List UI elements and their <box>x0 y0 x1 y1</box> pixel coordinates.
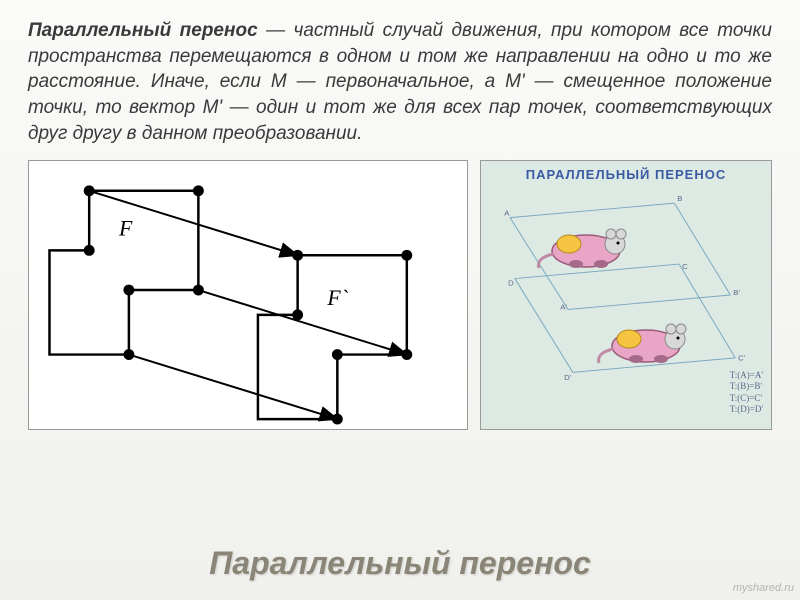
images-row: F F` ПАРАЛЛЕЛЬНЫЙ ПЕРЕНОС A B D C A' B' <box>28 160 772 533</box>
illustration-right: ПАРАЛЛЕЛЬНЫЙ ПЕРЕНОС A B D C A' B' D' C' <box>480 160 772 430</box>
svg-text:B': B' <box>733 288 740 297</box>
slide-title: Параллельный перенос <box>28 533 772 582</box>
formula-a: T:(A)=A' <box>730 370 763 381</box>
mouse-figure-original <box>531 216 641 276</box>
svg-text:F: F <box>118 217 133 241</box>
translation-formulas: T:(A)=A' T:(B)=B' T:(C)=C' T:(D)=D' <box>730 370 763 415</box>
parallel-lines: A B D C A' B' D' C' <box>481 161 771 429</box>
svg-text:A': A' <box>560 303 567 312</box>
slide-container: Параллельный перенос — частный случай дв… <box>0 0 800 600</box>
svg-text:F`: F` <box>326 286 348 310</box>
svg-text:D': D' <box>564 373 572 382</box>
mouse-figure-translated <box>591 311 701 371</box>
diagram-left: F F` <box>28 160 468 430</box>
formula-c: T:(C)=C' <box>730 393 763 404</box>
svg-text:C: C <box>682 262 688 271</box>
svg-text:A: A <box>504 209 510 218</box>
formula-b: T:(B)=B' <box>730 381 763 392</box>
definition-paragraph: Параллельный перенос — частный случай дв… <box>28 18 772 146</box>
watermark-text: myshared.ru <box>733 582 794 594</box>
svg-text:B: B <box>677 194 682 203</box>
formula-d: T:(D)=D' <box>730 404 763 415</box>
definition-term: Параллельный перенос <box>28 20 258 41</box>
translation-diagram-svg: F F` <box>29 161 467 429</box>
svg-text:D: D <box>508 279 514 288</box>
svg-text:C': C' <box>738 354 746 363</box>
